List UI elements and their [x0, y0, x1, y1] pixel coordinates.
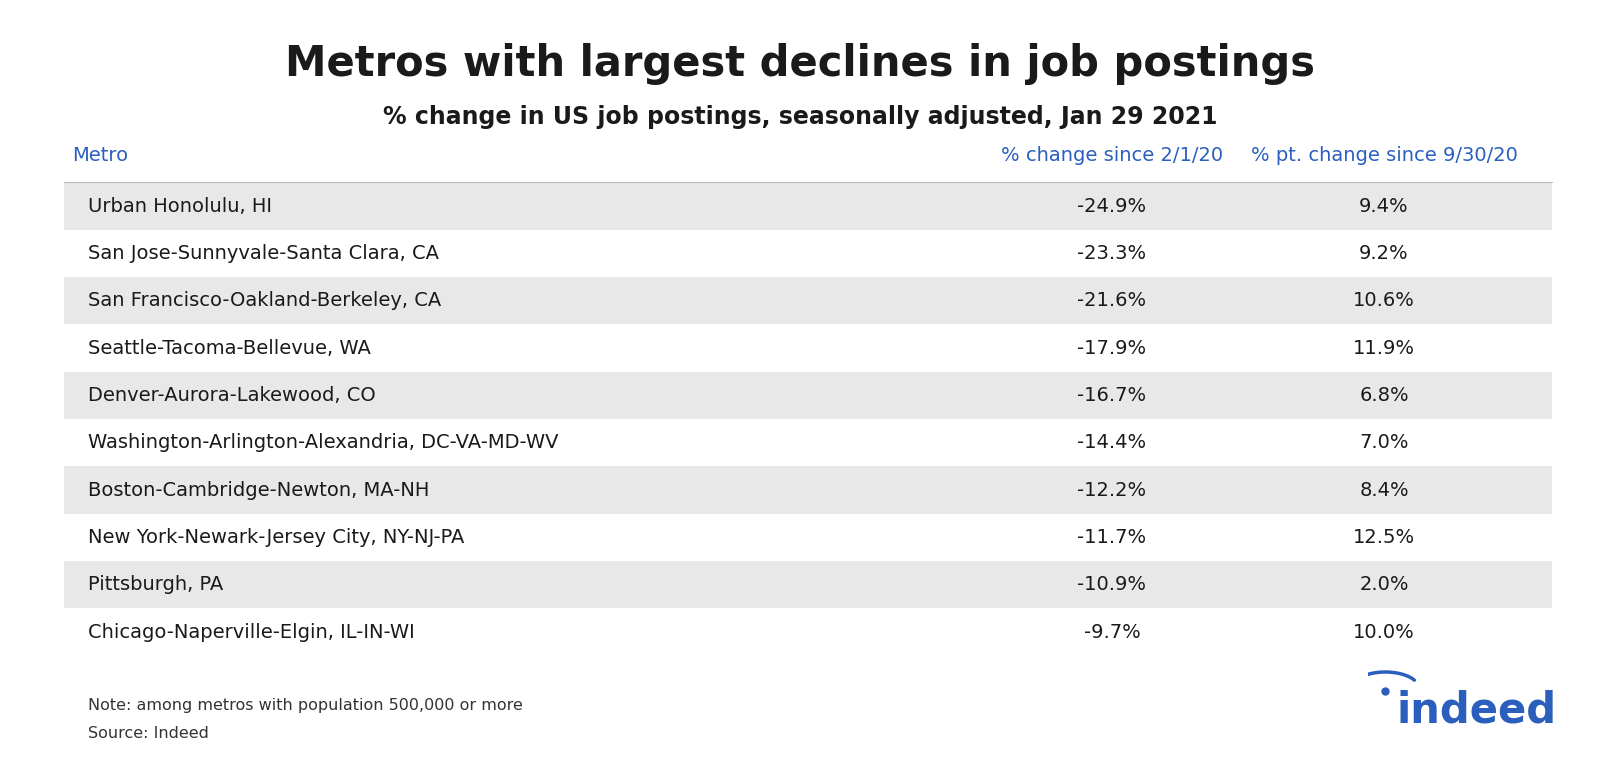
Text: 8.4%: 8.4%	[1358, 480, 1410, 500]
Text: -21.6%: -21.6%	[1077, 291, 1147, 310]
Text: Pittsburgh, PA: Pittsburgh, PA	[88, 575, 224, 594]
Text: -10.9%: -10.9%	[1077, 575, 1147, 594]
Text: % pt. change since 9/30/20: % pt. change since 9/30/20	[1251, 146, 1517, 165]
Text: -12.2%: -12.2%	[1077, 480, 1147, 500]
Text: Note: among metros with population 500,000 or more: Note: among metros with population 500,0…	[88, 698, 523, 713]
Text: 12.5%: 12.5%	[1354, 528, 1414, 547]
Text: Metro: Metro	[72, 146, 128, 165]
Text: -23.3%: -23.3%	[1077, 244, 1147, 263]
Text: San Jose-Sunnyvale-Santa Clara, CA: San Jose-Sunnyvale-Santa Clara, CA	[88, 244, 438, 263]
Text: 10.0%: 10.0%	[1354, 622, 1414, 642]
Text: 9.2%: 9.2%	[1358, 244, 1410, 263]
Text: 7.0%: 7.0%	[1360, 433, 1408, 452]
Text: % change since 2/1/20: % change since 2/1/20	[1002, 146, 1222, 165]
Text: Seattle-Tacoma-Bellevue, WA: Seattle-Tacoma-Bellevue, WA	[88, 338, 371, 358]
Text: 2.0%: 2.0%	[1360, 575, 1408, 594]
Text: -11.7%: -11.7%	[1077, 528, 1147, 547]
Text: Metros with largest declines in job postings: Metros with largest declines in job post…	[285, 43, 1315, 85]
Text: Boston-Cambridge-Newton, MA-NH: Boston-Cambridge-Newton, MA-NH	[88, 480, 429, 500]
Text: -16.7%: -16.7%	[1077, 386, 1147, 405]
Text: Urban Honolulu, HI: Urban Honolulu, HI	[88, 196, 272, 216]
Text: 9.4%: 9.4%	[1358, 196, 1410, 216]
Text: New York-Newark-Jersey City, NY-NJ-PA: New York-Newark-Jersey City, NY-NJ-PA	[88, 528, 464, 547]
Text: Washington-Arlington-Alexandria, DC-VA-MD-WV: Washington-Arlington-Alexandria, DC-VA-M…	[88, 433, 558, 452]
Text: -24.9%: -24.9%	[1077, 196, 1147, 216]
Text: -14.4%: -14.4%	[1077, 433, 1147, 452]
Text: % change in US job postings, seasonally adjusted, Jan 29 2021: % change in US job postings, seasonally …	[382, 105, 1218, 129]
Text: 11.9%: 11.9%	[1354, 338, 1414, 358]
Text: 6.8%: 6.8%	[1358, 386, 1410, 405]
Text: 10.6%: 10.6%	[1354, 291, 1414, 310]
Text: Denver-Aurora-Lakewood, CO: Denver-Aurora-Lakewood, CO	[88, 386, 376, 405]
Text: Chicago-Naperville-Elgin, IL-IN-WI: Chicago-Naperville-Elgin, IL-IN-WI	[88, 622, 414, 642]
Text: San Francisco-Oakland-Berkeley, CA: San Francisco-Oakland-Berkeley, CA	[88, 291, 442, 310]
Text: -17.9%: -17.9%	[1077, 338, 1147, 358]
Text: Source: Indeed: Source: Indeed	[88, 726, 210, 740]
Text: indeed: indeed	[1397, 689, 1557, 731]
Text: -9.7%: -9.7%	[1083, 622, 1141, 642]
